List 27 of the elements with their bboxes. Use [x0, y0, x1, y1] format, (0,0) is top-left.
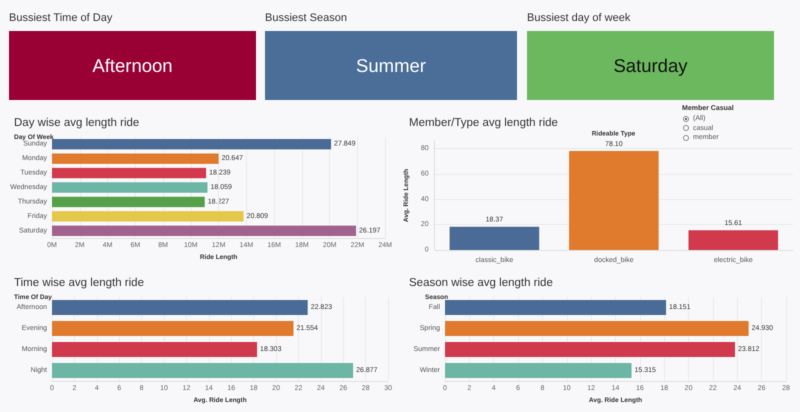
bar	[450, 226, 540, 250]
text: Afternoon	[92, 54, 173, 76]
bar	[52, 362, 354, 378]
bar	[52, 153, 219, 164]
bar	[445, 362, 632, 378]
bar	[52, 196, 205, 208]
bar	[52, 320, 294, 336]
bar	[52, 139, 332, 150]
bar	[445, 320, 749, 336]
bar	[569, 151, 659, 250]
text: Bussiest Season	[265, 12, 347, 24]
chart-title: Member/Type avg length ride	[409, 117, 558, 129]
text: Bussiest day of week	[527, 12, 630, 24]
bar	[445, 300, 666, 316]
bar	[52, 182, 208, 193]
chart-title: Day wise avg length ride	[14, 117, 140, 129]
text: Bussiest Time of Day	[9, 12, 112, 24]
bar	[52, 342, 258, 358]
chart-title: Season wise avg length ride	[409, 277, 553, 289]
chart-title: Time wise avg length ride	[14, 277, 144, 289]
bar	[52, 226, 356, 236]
text: Saturday	[613, 54, 688, 76]
bar	[52, 168, 206, 178]
bar	[688, 230, 778, 250]
bar	[52, 300, 308, 316]
bar	[52, 211, 244, 222]
bar	[445, 342, 735, 358]
